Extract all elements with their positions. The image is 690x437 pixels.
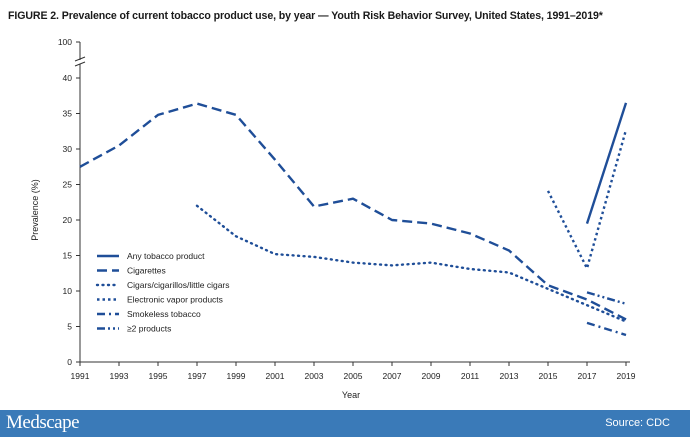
x-tick-label: 1999 <box>227 371 246 381</box>
medscape-logo: Medscape <box>6 412 80 433</box>
x-axis-title: Year <box>342 390 360 400</box>
y-tick-label: 15 <box>63 251 73 261</box>
legend-label: Smokeless tobacco <box>127 309 201 319</box>
x-tick-label: 2005 <box>344 371 363 381</box>
x-tick-label: 2017 <box>578 371 597 381</box>
y-tick-label: 0 <box>67 357 72 367</box>
y-axis-break-mark <box>74 56 86 62</box>
y-tick-label: 20 <box>63 215 73 225</box>
line-chart: 0 5 10 15 20 25 30 35 40 100 1991 1993 1995 1997 1999 2… <box>30 37 636 400</box>
y-tick-label: 30 <box>63 144 73 154</box>
footer-bar: Medscape Source: CDC <box>0 410 690 437</box>
x-tick-label: 1991 <box>71 371 90 381</box>
series-line-0 <box>585 102 628 224</box>
source-label: Source: CDC <box>605 417 670 429</box>
series-line-4 <box>586 321 627 337</box>
y-tick-label: 35 <box>63 109 73 119</box>
legend-label: Any tobacco product <box>127 251 205 261</box>
x-tick-label: 2001 <box>266 371 285 381</box>
y-tick-label: 10 <box>63 286 73 296</box>
series-layer <box>79 102 628 337</box>
x-tick-label: 2019 <box>617 371 636 381</box>
legend-label: Cigars/cigarillos/little cigars <box>127 280 230 290</box>
series-line-5 <box>586 291 627 305</box>
legend-label: ≥2 products <box>127 324 171 334</box>
y-tick-label: 100 <box>58 37 72 47</box>
x-tick-label: 2011 <box>461 371 480 381</box>
series-line-1 <box>79 102 627 321</box>
chart-title: FIGURE 2. Prevalence of current tobacco … <box>8 10 603 22</box>
x-tick-label: 1997 <box>188 371 207 381</box>
x-tick-label: 1995 <box>149 371 168 381</box>
x-tick-label: 2003 <box>305 371 324 381</box>
legend-label: Cigarettes <box>127 266 166 276</box>
series-line-2 <box>195 204 628 323</box>
y-tick-label: 40 <box>63 73 73 83</box>
x-tick-label: 2015 <box>539 371 558 381</box>
y-tick-label: 5 <box>67 322 72 332</box>
x-tick-label: 2007 <box>383 371 402 381</box>
legend-label: Electronic vapor products <box>127 295 223 305</box>
legend: Any tobacco product Cigarettes Cigars/ciga… <box>95 251 230 334</box>
axes: 0 5 10 15 20 25 30 35 40 100 1991 1993 1995 1997 1999 2… <box>58 37 636 381</box>
series-line-3 <box>546 129 628 270</box>
x-tick-label: 2013 <box>500 371 519 381</box>
y-tick-label: 25 <box>63 180 73 190</box>
x-tick-label: 1993 <box>110 371 129 381</box>
y-axis-title: Prevalence (%) <box>30 179 40 241</box>
y-axis-break-mark <box>74 61 86 67</box>
x-tick-label: 2009 <box>422 371 441 381</box>
